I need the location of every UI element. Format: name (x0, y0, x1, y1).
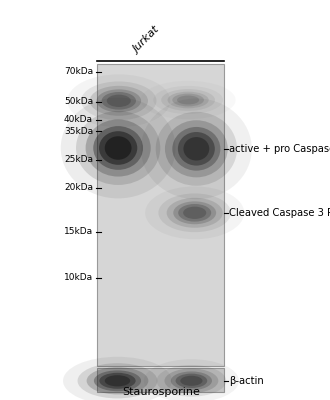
Ellipse shape (145, 186, 244, 239)
Ellipse shape (78, 363, 157, 398)
Ellipse shape (105, 375, 130, 386)
Text: 70kDa: 70kDa (64, 68, 93, 76)
Ellipse shape (172, 127, 220, 171)
Ellipse shape (86, 367, 148, 394)
Ellipse shape (167, 198, 223, 228)
Ellipse shape (165, 120, 228, 177)
Ellipse shape (158, 194, 231, 232)
Text: Staurosporine: Staurosporine (122, 387, 200, 397)
Ellipse shape (173, 201, 216, 224)
Ellipse shape (156, 365, 226, 397)
Ellipse shape (61, 98, 176, 198)
Ellipse shape (96, 89, 141, 112)
Text: 40kDa: 40kDa (64, 116, 93, 124)
Ellipse shape (164, 368, 218, 393)
Ellipse shape (105, 136, 132, 160)
Ellipse shape (102, 92, 136, 110)
Ellipse shape (90, 86, 148, 116)
Ellipse shape (144, 359, 239, 400)
Ellipse shape (63, 357, 172, 400)
Ellipse shape (67, 74, 170, 127)
Ellipse shape (76, 111, 160, 185)
Ellipse shape (93, 126, 143, 170)
Ellipse shape (81, 82, 156, 120)
Ellipse shape (153, 86, 223, 114)
Ellipse shape (180, 376, 203, 386)
Ellipse shape (99, 131, 137, 165)
Text: 35kDa: 35kDa (64, 127, 93, 136)
Ellipse shape (171, 372, 212, 390)
Text: 15kDa: 15kDa (64, 228, 93, 236)
Text: 10kDa: 10kDa (64, 274, 93, 282)
Ellipse shape (178, 204, 211, 222)
Text: Jurkat: Jurkat (132, 25, 162, 55)
Ellipse shape (107, 95, 131, 107)
Text: β-actin: β-actin (229, 376, 264, 386)
Ellipse shape (178, 132, 215, 166)
Text: 25kDa: 25kDa (64, 156, 93, 164)
Ellipse shape (168, 92, 209, 108)
Ellipse shape (156, 112, 237, 186)
Ellipse shape (183, 207, 206, 219)
Ellipse shape (176, 374, 207, 388)
Text: active + pro Caspase 3: active + pro Caspase 3 (229, 144, 330, 154)
Text: 20kDa: 20kDa (64, 184, 93, 192)
Ellipse shape (183, 137, 209, 160)
Ellipse shape (99, 373, 136, 389)
Text: 50kDa: 50kDa (64, 98, 93, 106)
Bar (97, 368, 224, 392)
Ellipse shape (161, 89, 215, 111)
Text: Cleaved Caspase 3 P17: Cleaved Caspase 3 P17 (229, 208, 330, 218)
Ellipse shape (85, 120, 151, 176)
Ellipse shape (177, 96, 199, 104)
Bar (97, 64, 224, 366)
Ellipse shape (94, 370, 141, 391)
Ellipse shape (141, 98, 252, 199)
Ellipse shape (172, 94, 204, 106)
